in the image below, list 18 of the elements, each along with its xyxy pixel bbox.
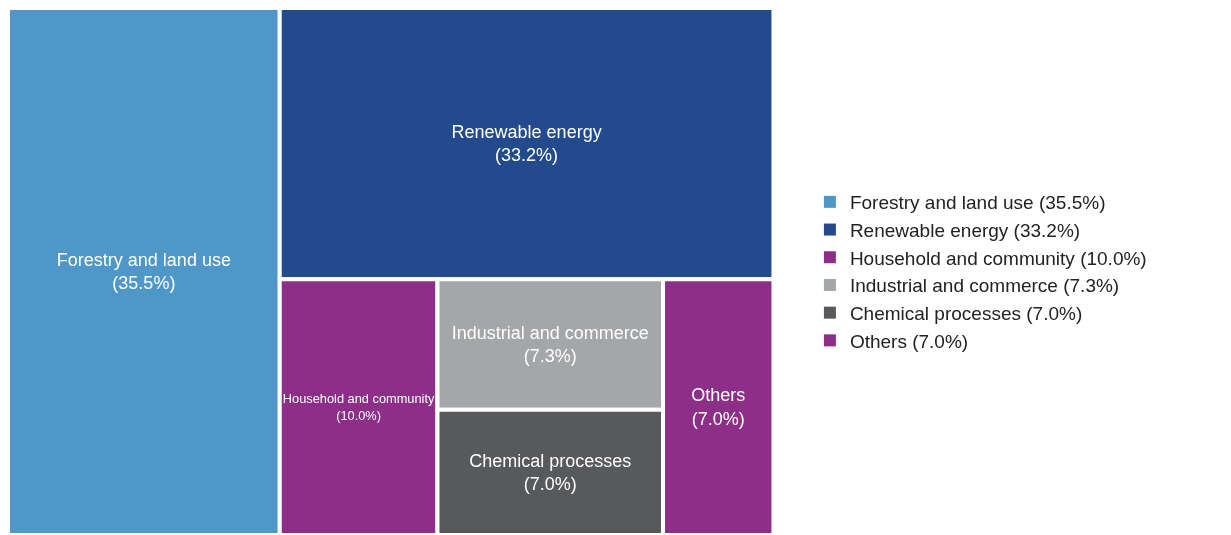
- data-label: (10.0%): [336, 407, 382, 423]
- category-label: Forestry and land use: [56, 249, 231, 270]
- category-label: Chemical processes (7.0%): [849, 303, 1083, 325]
- data-label: (7.0%): [691, 408, 745, 429]
- category-label: Others (7.0%): [849, 330, 969, 352]
- data-label: (7.0%): [523, 474, 577, 495]
- data-label: (33.2%): [495, 145, 559, 166]
- data-label: (35.5%): [112, 273, 176, 294]
- category-label: Chemical processes: [469, 450, 632, 471]
- category-label: Industrial and commerce (7.3%): [849, 275, 1120, 297]
- category-label: Industrial and commerce: [451, 322, 649, 343]
- category-label: Others: [691, 385, 746, 406]
- category-label: Household and community (10.0%): [849, 247, 1147, 269]
- category-label: Household and community: [282, 391, 435, 407]
- category-label: Forestry and land use (35.5%): [849, 192, 1106, 214]
- category-label: Renewable energy: [451, 121, 602, 142]
- category-label: Renewable energy (33.2%): [849, 219, 1081, 241]
- data-label: (7.3%): [523, 346, 577, 367]
